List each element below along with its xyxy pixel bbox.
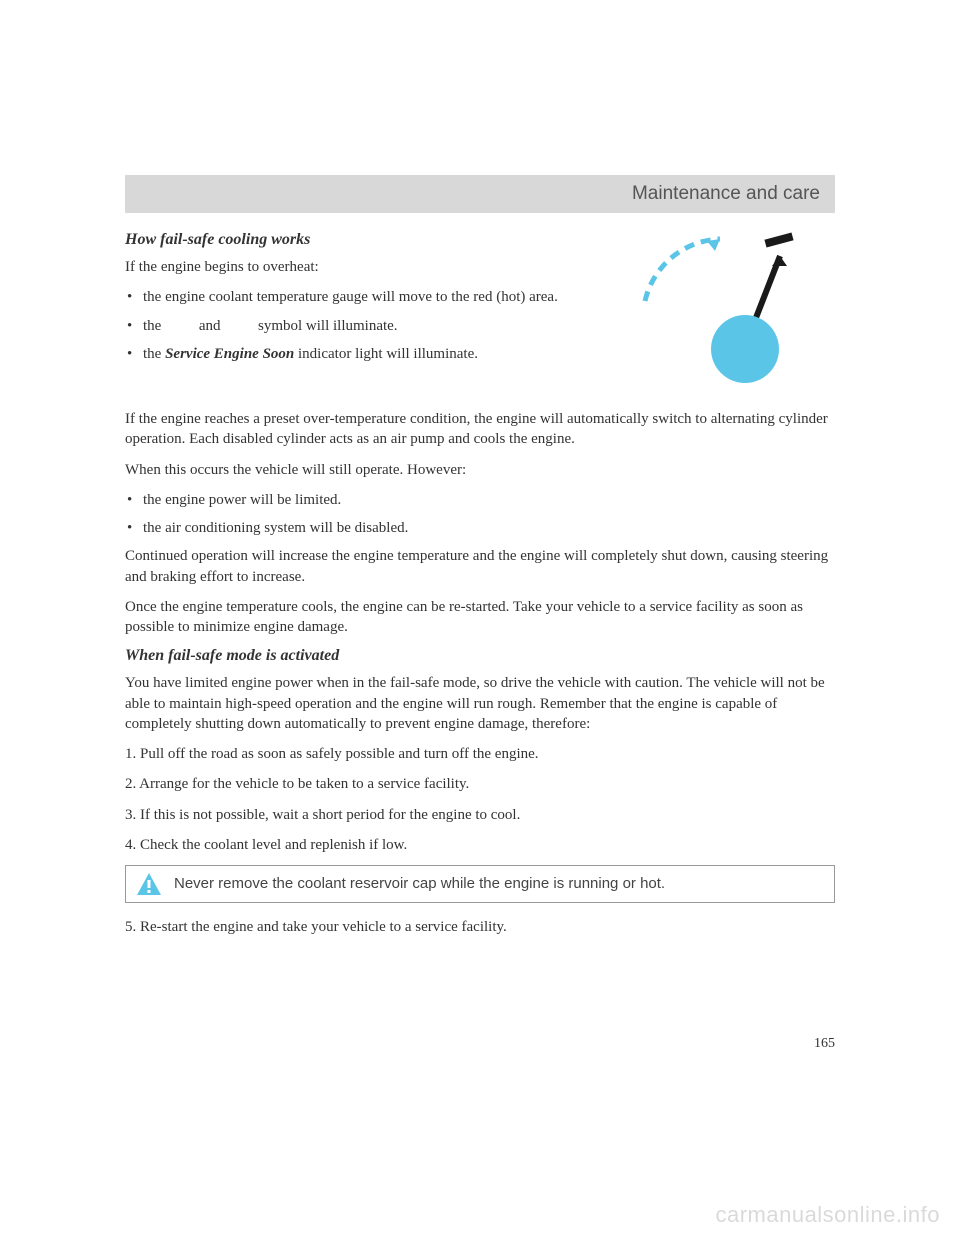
intro-text-column: How fail-safe cooling works If the engin… bbox=[125, 231, 595, 401]
paragraph: Once the engine temperature cools, the e… bbox=[125, 597, 835, 638]
gauge-illustration bbox=[615, 231, 835, 401]
warning-triangle-icon bbox=[136, 872, 162, 896]
paragraph: If the engine reaches a preset over-temp… bbox=[125, 409, 835, 450]
header-title: Maintenance and care bbox=[632, 183, 820, 204]
bullet-item: the engine coolant temperature gauge wil… bbox=[125, 287, 595, 307]
section2-title: When fail-safe mode is activated bbox=[125, 647, 835, 665]
warning-box: Never remove the coolant reservoir cap w… bbox=[125, 865, 835, 903]
watermark: carmanualsonline.info bbox=[715, 1202, 940, 1228]
numbered-step: 3. If this is not possible, wait a short… bbox=[125, 805, 835, 825]
limitations-bullets: the engine power will be limited. the ai… bbox=[125, 490, 835, 539]
numbered-step: 5. Re-start the engine and take your veh… bbox=[125, 917, 835, 937]
section2-intro: You have limited engine power when in th… bbox=[125, 673, 835, 734]
section1-intro: If the engine begins to overheat: bbox=[125, 257, 595, 277]
intro-section: How fail-safe cooling works If the engin… bbox=[125, 231, 835, 401]
gauge-needle-tip bbox=[772, 256, 787, 266]
gauge-arrow-tip bbox=[707, 239, 720, 251]
page-content: Maintenance and care How fail-safe cooli… bbox=[0, 0, 960, 1007]
gauge-hub bbox=[711, 315, 779, 383]
header-bar: Maintenance and care bbox=[125, 175, 835, 213]
bullet3-prefix: the bbox=[143, 346, 165, 362]
bullet-item: the air conditioning system will be disa… bbox=[125, 518, 835, 538]
temperature-gauge-icon bbox=[615, 221, 835, 401]
paragraph: Continued operation will increase the en… bbox=[125, 546, 835, 587]
bullet-item: the engine power will be limited. bbox=[125, 490, 835, 510]
paragraph: When this occurs the vehicle will still … bbox=[125, 460, 835, 480]
numbered-step: 4. Check the coolant level and replenish… bbox=[125, 835, 835, 855]
bullet3-italic: Service Engine Soon bbox=[165, 346, 294, 362]
overheat-bullets: the engine coolant temperature gauge wil… bbox=[125, 287, 595, 364]
page-number: 165 bbox=[814, 1036, 835, 1052]
numbered-step: 1. Pull off the road as soon as safely p… bbox=[125, 744, 835, 764]
gauge-hot-marker bbox=[764, 233, 793, 248]
gauge-arc bbox=[645, 239, 720, 301]
section1-title: How fail-safe cooling works bbox=[125, 231, 595, 249]
bullet-item: the and symbol will illuminate. bbox=[125, 316, 595, 336]
bullet-item: the Service Engine Soon indicator light … bbox=[125, 344, 595, 364]
numbered-step: 2. Arrange for the vehicle to be taken t… bbox=[125, 774, 835, 794]
bullet3-suffix: indicator light will illuminate. bbox=[294, 346, 478, 362]
warning-text: Never remove the coolant reservoir cap w… bbox=[174, 874, 665, 894]
